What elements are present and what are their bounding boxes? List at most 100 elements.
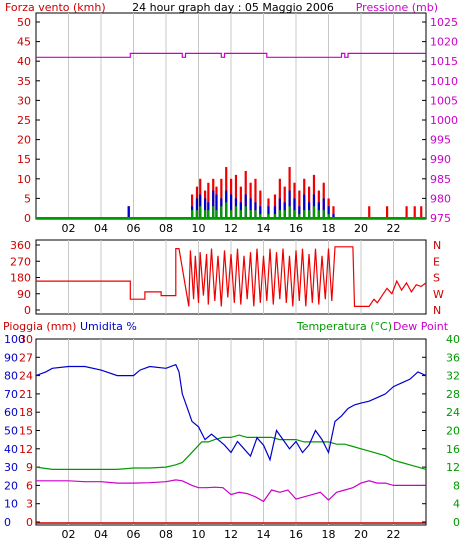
wind-gust-bar — [207, 182, 210, 218]
pressure-y-tick-label: 1010 — [430, 75, 458, 88]
rain-y-tick-label: 3 — [26, 498, 33, 511]
wind-y-tick-label: 25 — [17, 114, 31, 127]
wind-gust-bar — [413, 206, 416, 218]
wind-low-bar — [322, 210, 325, 218]
wind-average-bar — [259, 206, 262, 218]
wind-gust-bar — [420, 206, 423, 218]
humidity-y-tick-label: 0 — [4, 516, 11, 529]
pressure-y-tick-label: 1015 — [430, 55, 458, 68]
wind-average-bar — [267, 206, 270, 218]
wind-average-bar — [288, 190, 291, 218]
rain-y-tick-label: 21 — [19, 388, 33, 401]
wind-gust-bar — [254, 178, 257, 218]
wind-bars — [127, 167, 423, 218]
rain-y-tick-label: 12 — [19, 443, 33, 456]
humidity-y-tick-label: 10 — [4, 498, 18, 511]
wind-average-bar — [293, 198, 296, 218]
wind-gust-bar — [332, 206, 335, 218]
direction-degree-label: 180 — [10, 272, 31, 285]
wind-low-bar — [215, 210, 218, 218]
humidity-x-tick-label: 14 — [257, 528, 271, 541]
wind-y-tick-label: 15 — [17, 153, 31, 166]
wind-low-bar — [207, 210, 210, 218]
humidity-x-tick-label: 16 — [289, 528, 303, 541]
wind-y-tick-label: 50 — [17, 16, 31, 29]
temperature-y-tick-label: 20 — [446, 425, 460, 438]
humidity-x-tick-label: 02 — [62, 528, 76, 541]
wind-average-bar — [215, 194, 218, 218]
temperature-y-tick-label: 16 — [446, 443, 460, 456]
rain-y-tick-label: 24 — [19, 370, 33, 383]
wind-low-bar — [283, 210, 286, 218]
humidity-y-tick-label: 20 — [4, 479, 18, 492]
humidity-y-ticks: 0 10 20 30 40 50 60 70 80 90 100 — [4, 333, 25, 529]
humidity-y-tick-label: 50 — [4, 425, 18, 438]
rain-y-tick-label: 18 — [19, 406, 33, 419]
humidity-x-tick-label: 04 — [94, 528, 108, 541]
rain-y-tick-label: 15 — [19, 425, 33, 438]
wind-average-bar — [195, 198, 199, 218]
wind-gust-bar — [368, 206, 371, 218]
wind-average-bar — [327, 206, 330, 218]
temperature-axis-title: Temperatura (°C) — [296, 320, 392, 333]
humidity-x-tick-label: 08 — [159, 528, 173, 541]
wind-low-bar — [308, 210, 311, 218]
wind-y-tick-label: 40 — [17, 55, 31, 68]
wind-gust-bar — [273, 194, 277, 218]
wind-y-tick-label: 35 — [17, 75, 31, 88]
wind-average-bar — [244, 194, 247, 218]
wind-low-bar — [288, 206, 291, 218]
wind-x-tick-label: 22 — [387, 222, 401, 235]
humidity-x-tick-label: 18 — [322, 528, 336, 541]
temperature-y-tick-label: 8 — [453, 479, 460, 492]
pressure-y-tick-label: 1000 — [430, 114, 458, 127]
pressure-y-tick-label: 1005 — [430, 94, 458, 107]
temperature-y-tick-label: 32 — [446, 370, 460, 383]
chart-title: 24 hour graph day : 05 Maggio 2006 — [132, 1, 334, 14]
temperature-line — [35, 434, 427, 470]
wind-average-bar — [332, 214, 335, 218]
pressure-axis-title: Pressione (mb) — [356, 1, 438, 14]
wind-low-bar — [195, 210, 199, 218]
wind-average-bar — [312, 194, 316, 218]
wind-y-tick-label: 30 — [17, 94, 31, 107]
wind-y-tick-label: 45 — [17, 36, 31, 49]
wind-low-bar — [230, 210, 233, 218]
humidity-y-tick-label: 90 — [4, 351, 18, 364]
wind-x-tick-label: 04 — [94, 222, 108, 235]
wind-average-bar — [298, 206, 301, 218]
wind-gust-bar — [386, 206, 389, 218]
wind-average-bar — [212, 190, 215, 218]
wind-y-tick-label: 20 — [17, 134, 31, 147]
direction-compass-label: S — [433, 272, 440, 285]
direction-compass-label: N — [433, 239, 441, 252]
wind-average-bar — [199, 194, 202, 218]
pressure-y-ticks: 975 980 985 990 995 1000 1005 1010 1015 1020 1025 — [430, 16, 458, 225]
pressure-y-tick-label: 980 — [430, 192, 451, 205]
wind-low-bar — [234, 206, 238, 218]
wind-x-ticks: 02 04 06 08 10 12 14 16 18 20 22 — [62, 222, 401, 235]
humidity-x-tick-label: 06 — [127, 528, 141, 541]
humidity-x-ticks: 02 04 06 08 10 12 14 16 18 20 22 — [62, 528, 401, 541]
humidity-y-tick-label: 40 — [4, 443, 18, 456]
humidity-y-tick-label: 80 — [4, 370, 18, 383]
wind-average-bar — [273, 206, 277, 218]
temperature-y-tick-label: 0 — [453, 516, 460, 529]
wind-low-bar — [303, 210, 306, 218]
wind-y-tick-label: 10 — [17, 173, 31, 186]
humidity-x-tick-label: 22 — [387, 528, 401, 541]
temperature-y-tick-label: 40 — [446, 333, 460, 346]
direction-degree-label: 360 — [10, 239, 31, 252]
wind-direction-line — [36, 246, 427, 307]
rain-y-tick-label: 6 — [26, 479, 33, 492]
wind-low-bar — [254, 210, 257, 218]
pressure-y-tick-label: 1025 — [430, 16, 458, 29]
wind-average-bar — [249, 198, 252, 218]
wind-low-bar — [259, 214, 262, 218]
direction-degree-label: 90 — [17, 288, 31, 301]
wind-y-tick-label: 5 — [24, 192, 31, 205]
wind-low-bar — [298, 214, 301, 218]
